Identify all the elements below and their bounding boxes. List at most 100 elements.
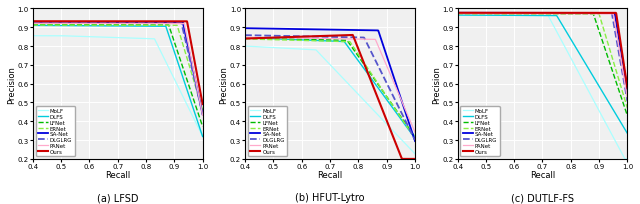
ERNet [534, 14, 542, 16]
LFNet [411, 136, 419, 139]
PANet [195, 94, 202, 97]
Legend: MoLF, DLFS, LFNet, ERNet, SA-Net, DLGLRG, PANet, Ours: MoLF, DLFS, LFNet, ERNet, SA-Net, DLGLRG… [36, 106, 75, 156]
MoLF [454, 15, 461, 17]
ERNet [411, 138, 419, 140]
LFNet [555, 14, 563, 16]
DLGLRG [121, 22, 129, 25]
Ours [323, 35, 331, 38]
PANet [623, 98, 631, 100]
LFNet [130, 24, 138, 27]
Line: MoLF: MoLF [245, 47, 415, 154]
DLGLRG [454, 13, 461, 15]
SA-Net [342, 30, 350, 32]
ERNet [342, 41, 350, 44]
ERNet [121, 25, 129, 27]
MoLF [29, 35, 36, 38]
Line: LFNet: LFNet [245, 38, 415, 137]
PANet [130, 23, 138, 26]
Text: (a) LFSD: (a) LFSD [97, 192, 138, 202]
LFNet [381, 93, 388, 95]
DLFS [593, 82, 600, 84]
ERNet [29, 25, 36, 27]
PANet [381, 60, 388, 62]
PANet [121, 23, 129, 26]
DLGLRG [323, 36, 331, 39]
DLFS [536, 15, 543, 18]
Line: ERNet: ERNet [245, 40, 415, 139]
Ours [322, 35, 330, 38]
Line: SA-Net: SA-Net [245, 29, 415, 141]
SA-Net [536, 13, 543, 15]
DLGLRG [411, 139, 419, 142]
MoLF [381, 121, 388, 123]
Line: MoLF: MoLF [458, 16, 627, 159]
DLFS [546, 15, 554, 18]
LFNet [620, 103, 627, 105]
DLGLRG [623, 100, 631, 103]
LFNet [195, 114, 202, 116]
DLGLRG [593, 13, 600, 15]
ERNet [536, 14, 543, 16]
ERNet [454, 13, 461, 16]
Legend: MoLF, DLFS, LFNet, ERNet, SA-Net, DLGLRG, PANet, Ours: MoLF, DLFS, LFNet, ERNet, SA-Net, DLGLRG… [460, 106, 499, 156]
Line: DLGLRG: DLGLRG [33, 23, 203, 115]
Ours [241, 38, 249, 41]
ERNet [241, 39, 249, 41]
LFNet [109, 24, 117, 27]
MoLF [342, 81, 350, 83]
Text: (c) DUTLF-FS: (c) DUTLF-FS [511, 192, 574, 202]
X-axis label: Recall: Recall [105, 171, 131, 180]
Line: LFNet: LFNet [33, 25, 203, 127]
DLFS [620, 126, 627, 128]
SA-Net [322, 29, 330, 32]
SA-Net [111, 22, 118, 24]
LFNet [168, 34, 176, 37]
LFNet [111, 24, 118, 27]
Ours [620, 60, 627, 63]
ERNet [555, 14, 563, 16]
Ours [130, 21, 138, 23]
DLFS [168, 44, 176, 47]
ERNet [407, 132, 415, 134]
Line: MoLF: MoLF [33, 37, 203, 137]
Y-axis label: Precision: Precision [7, 65, 16, 103]
SA-Net [195, 95, 202, 97]
ERNet [546, 14, 554, 16]
DLFS [333, 41, 341, 43]
Ours [333, 35, 341, 38]
Ours [411, 158, 419, 160]
DLGLRG [620, 78, 627, 80]
Line: LFNet: LFNet [458, 15, 627, 116]
Ours [408, 158, 415, 160]
Ours [109, 21, 117, 23]
MoLF [199, 135, 207, 138]
DLGLRG [322, 36, 330, 39]
MoLF [109, 37, 117, 40]
MoLF [241, 46, 249, 48]
Line: Ours: Ours [245, 36, 415, 159]
MoLF [333, 71, 341, 74]
SA-Net [29, 22, 36, 24]
DLFS [241, 37, 249, 40]
SA-Net [333, 29, 341, 32]
LFNet [407, 130, 415, 133]
Line: DLGLRG: DLGLRG [458, 14, 627, 102]
DLFS [555, 19, 563, 21]
LFNet [322, 39, 330, 42]
Line: Ours: Ours [458, 14, 627, 89]
MoLF [593, 106, 600, 108]
ERNet [195, 96, 202, 98]
SA-Net [411, 140, 419, 143]
Ours [111, 21, 118, 23]
MoLF [621, 158, 629, 160]
LFNet [121, 24, 129, 27]
Line: ERNet: ERNet [33, 26, 203, 110]
MoLF [322, 60, 330, 62]
ERNet [623, 108, 631, 110]
DLFS [322, 40, 330, 43]
ERNet [381, 92, 388, 95]
LFNet [333, 40, 341, 42]
LFNet [534, 14, 542, 16]
LFNet [342, 40, 350, 42]
DLGLRG [130, 22, 138, 25]
